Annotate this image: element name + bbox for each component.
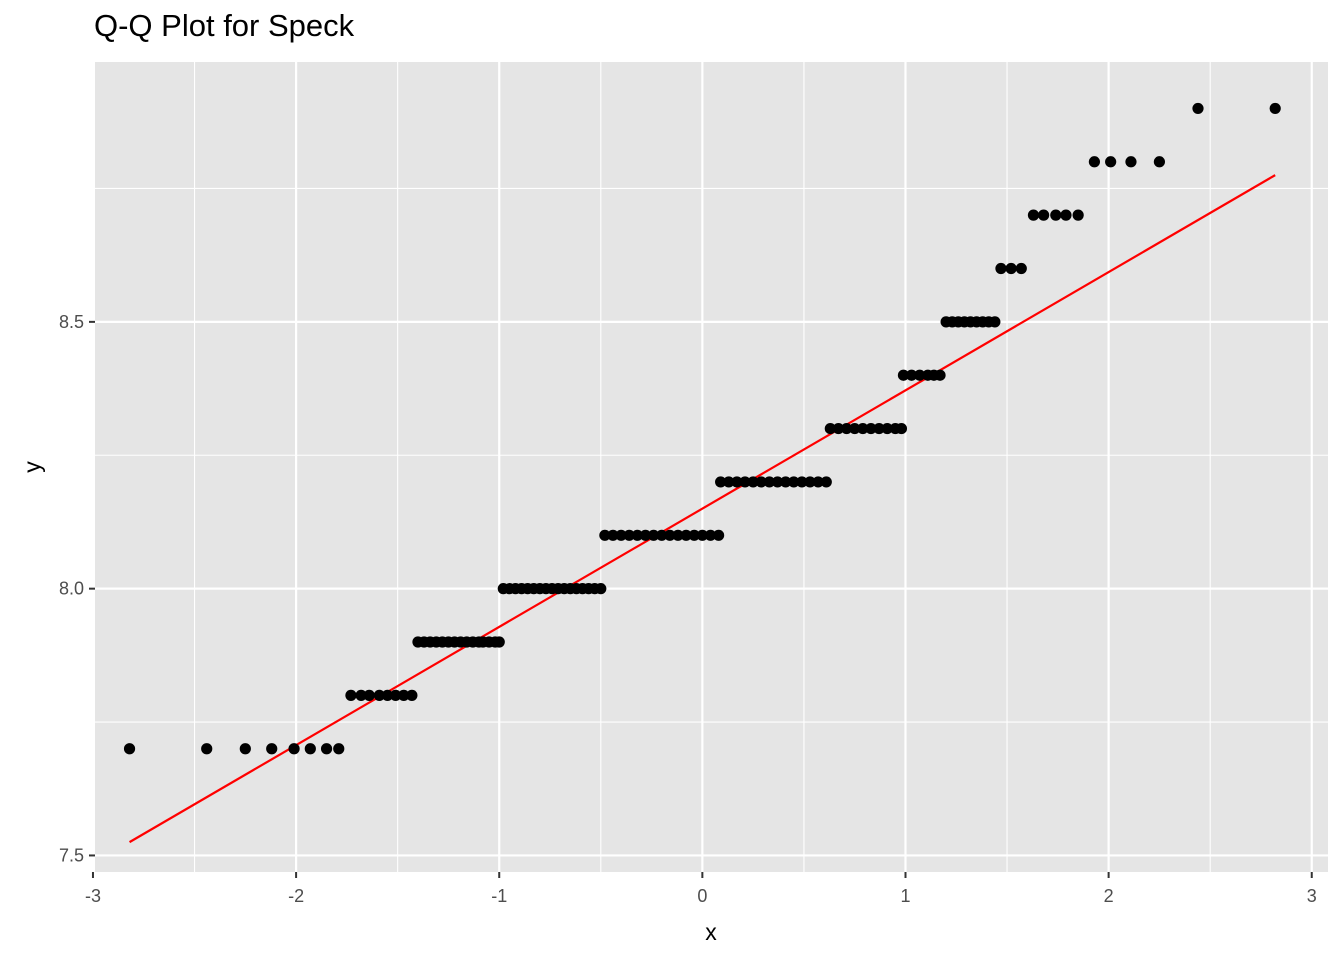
data-point	[713, 529, 725, 541]
data-point	[763, 476, 775, 488]
x-tick-label: 3	[1307, 886, 1317, 906]
data-point	[639, 529, 652, 541]
x-tick-label: 1	[900, 886, 910, 906]
data-point	[1038, 209, 1050, 221]
data-point	[239, 743, 251, 755]
points-layer	[123, 102, 1281, 755]
data-point	[656, 529, 668, 541]
data-point	[995, 262, 1007, 275]
y-tick-label: 8.5	[59, 312, 84, 332]
data-point	[333, 743, 345, 755]
data-point	[304, 743, 316, 755]
data-point	[1192, 102, 1204, 115]
y-tick-label: 8.0	[59, 579, 84, 599]
data-point	[780, 476, 792, 488]
data-point	[739, 476, 751, 488]
data-point	[607, 529, 619, 541]
data-point	[914, 369, 926, 381]
data-point	[320, 743, 333, 755]
data-point	[731, 476, 743, 488]
data-point	[398, 689, 410, 701]
data-point	[623, 529, 635, 541]
data-point	[881, 422, 893, 435]
y-axis-title: y	[19, 461, 45, 473]
data-point	[755, 476, 767, 488]
data-point	[599, 529, 611, 541]
x-tick-label: -2	[288, 886, 304, 906]
data-point	[840, 422, 853, 435]
data-point	[390, 689, 402, 701]
y-axis: 7.5 8.0 8.5	[59, 312, 95, 865]
data-point	[849, 422, 861, 435]
data-point	[381, 689, 394, 701]
data-point	[595, 583, 607, 595]
data-point	[857, 422, 869, 435]
data-point	[820, 476, 832, 488]
data-point	[873, 422, 885, 435]
data-point	[771, 476, 784, 488]
data-point	[1088, 156, 1101, 168]
data-point	[804, 476, 816, 488]
data-point	[355, 689, 367, 701]
data-point	[1005, 262, 1017, 275]
x-tick-label: -3	[85, 886, 101, 906]
data-point	[615, 529, 627, 541]
data-point	[905, 369, 918, 381]
data-point	[288, 743, 300, 755]
x-axis-title: x	[705, 919, 717, 945]
data-point	[672, 529, 684, 541]
data-point	[123, 743, 136, 755]
data-point	[1125, 156, 1137, 168]
data-point	[989, 316, 1001, 328]
data-point	[865, 422, 877, 435]
minor-grid	[95, 62, 1328, 872]
major-grid	[91, 62, 1328, 872]
reference-line	[128, 174, 1276, 844]
y-tick-label: 7.5	[59, 845, 84, 865]
data-point	[266, 743, 278, 755]
x-tick-label: 2	[1104, 886, 1114, 906]
data-point	[631, 529, 643, 541]
reference-line-layer	[128, 174, 1276, 844]
data-point	[406, 689, 418, 701]
data-point	[664, 529, 676, 541]
data-point	[1153, 156, 1166, 168]
data-point	[648, 529, 660, 541]
data-point	[1269, 102, 1281, 115]
data-point	[696, 529, 708, 541]
data-point	[688, 529, 700, 541]
data-point	[832, 422, 845, 435]
data-point	[1072, 209, 1084, 221]
data-point	[1050, 209, 1062, 221]
chart-title: Q-Q Plot for Speck	[94, 8, 355, 43]
data-point	[824, 422, 836, 435]
data-point	[704, 529, 717, 541]
x-tick-label: -1	[491, 886, 507, 906]
data-point	[723, 476, 735, 488]
data-point	[812, 476, 824, 488]
data-point	[363, 689, 375, 701]
plot-panel	[95, 62, 1328, 872]
data-point	[1015, 262, 1027, 275]
data-point	[680, 529, 692, 541]
x-axis: -3 -2 -1 0 1 2 3	[85, 872, 1317, 906]
data-point	[201, 743, 213, 755]
data-point	[345, 689, 357, 701]
data-point	[788, 476, 800, 488]
data-point	[715, 476, 727, 488]
data-point	[373, 689, 385, 701]
data-point	[1027, 209, 1040, 221]
data-point	[895, 422, 908, 435]
data-point	[493, 636, 505, 648]
x-tick-label: 0	[697, 886, 707, 906]
data-point	[934, 369, 946, 381]
data-point	[897, 369, 910, 381]
data-point	[1105, 156, 1117, 168]
data-point	[1060, 209, 1072, 221]
data-point	[747, 476, 759, 488]
data-point	[796, 476, 808, 488]
